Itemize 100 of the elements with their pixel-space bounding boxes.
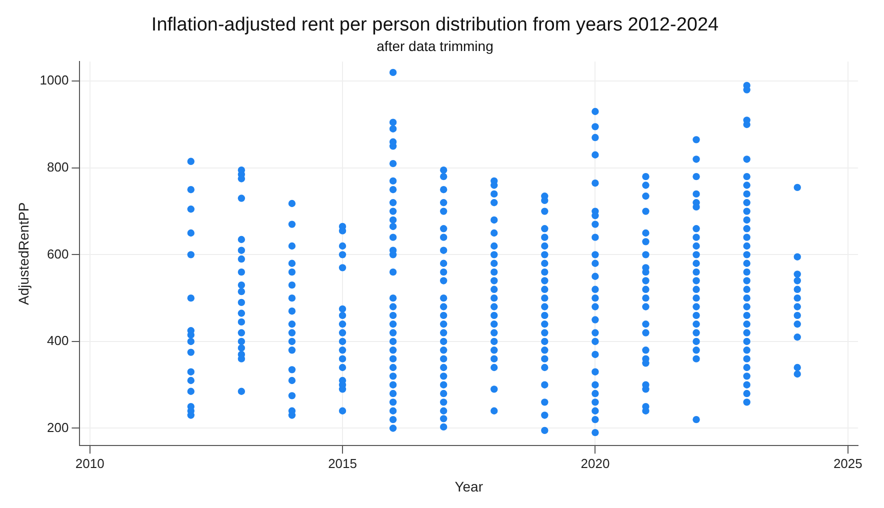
point [187, 338, 195, 346]
point [440, 186, 448, 194]
point [743, 364, 750, 372]
point [288, 320, 296, 328]
point [592, 286, 599, 293]
point [794, 303, 801, 310]
point [288, 366, 296, 374]
point [187, 412, 195, 419]
point [338, 364, 346, 372]
point [187, 348, 195, 356]
point [592, 272, 599, 280]
point [490, 364, 498, 372]
point [490, 260, 498, 267]
point [692, 172, 700, 180]
point [389, 208, 397, 215]
point [541, 242, 548, 250]
point [642, 277, 650, 284]
point [592, 416, 599, 424]
y-tick-label: 1000 [40, 72, 69, 88]
point [389, 160, 397, 168]
x-tick-label: 2020 [580, 456, 610, 471]
point [642, 208, 650, 215]
point [743, 216, 750, 224]
point [238, 298, 246, 306]
point [490, 242, 498, 250]
point [743, 372, 750, 380]
point [692, 416, 700, 424]
point [541, 294, 548, 302]
point [541, 234, 548, 241]
point [490, 386, 498, 393]
point [743, 355, 750, 362]
point [794, 364, 801, 372]
point [238, 194, 246, 202]
point [692, 277, 700, 284]
point [490, 190, 498, 198]
point [541, 286, 548, 293]
point [389, 364, 397, 372]
point [541, 320, 548, 328]
point [541, 346, 548, 354]
point [592, 316, 599, 324]
y-tick-label: 200 [47, 420, 69, 435]
point [288, 376, 296, 384]
point [490, 216, 498, 224]
point [794, 184, 801, 192]
point [642, 386, 650, 393]
point [389, 424, 397, 432]
point [541, 412, 548, 419]
point [389, 416, 397, 424]
point [288, 268, 296, 276]
point [389, 186, 397, 194]
point [541, 398, 548, 406]
point [440, 381, 448, 388]
point [592, 294, 599, 302]
point [541, 381, 548, 388]
point [338, 386, 346, 393]
point [440, 260, 448, 267]
point [642, 346, 650, 354]
point [440, 423, 448, 431]
point [794, 370, 801, 378]
point [238, 268, 246, 276]
y-axis-title: AdjustedRentPP [15, 202, 32, 305]
point [338, 264, 346, 272]
point [490, 346, 498, 354]
point [794, 320, 801, 328]
point [692, 294, 700, 302]
point [794, 294, 801, 302]
point [288, 260, 296, 267]
point [490, 229, 498, 237]
point [541, 268, 548, 276]
point [743, 208, 750, 215]
point [743, 277, 750, 284]
point [592, 381, 599, 388]
point [743, 260, 750, 267]
point [440, 208, 448, 215]
point [490, 407, 498, 414]
point [389, 346, 397, 354]
point [541, 260, 548, 267]
point [389, 381, 397, 388]
point [187, 388, 195, 395]
point [338, 407, 346, 414]
point [692, 225, 700, 232]
point [794, 334, 801, 341]
x-axis-title: Year [454, 478, 484, 494]
point [490, 355, 498, 362]
point [743, 251, 750, 258]
point [338, 346, 346, 354]
point [692, 312, 700, 320]
point [389, 303, 397, 310]
point [743, 338, 750, 346]
point [238, 310, 246, 317]
point [642, 303, 650, 310]
point [490, 320, 498, 328]
point [692, 286, 700, 293]
point [743, 320, 750, 328]
point [743, 182, 750, 189]
point [692, 156, 700, 163]
point [592, 251, 599, 258]
point [743, 286, 750, 293]
point [338, 242, 346, 250]
chart-subtitle: after data trimming [376, 38, 494, 54]
